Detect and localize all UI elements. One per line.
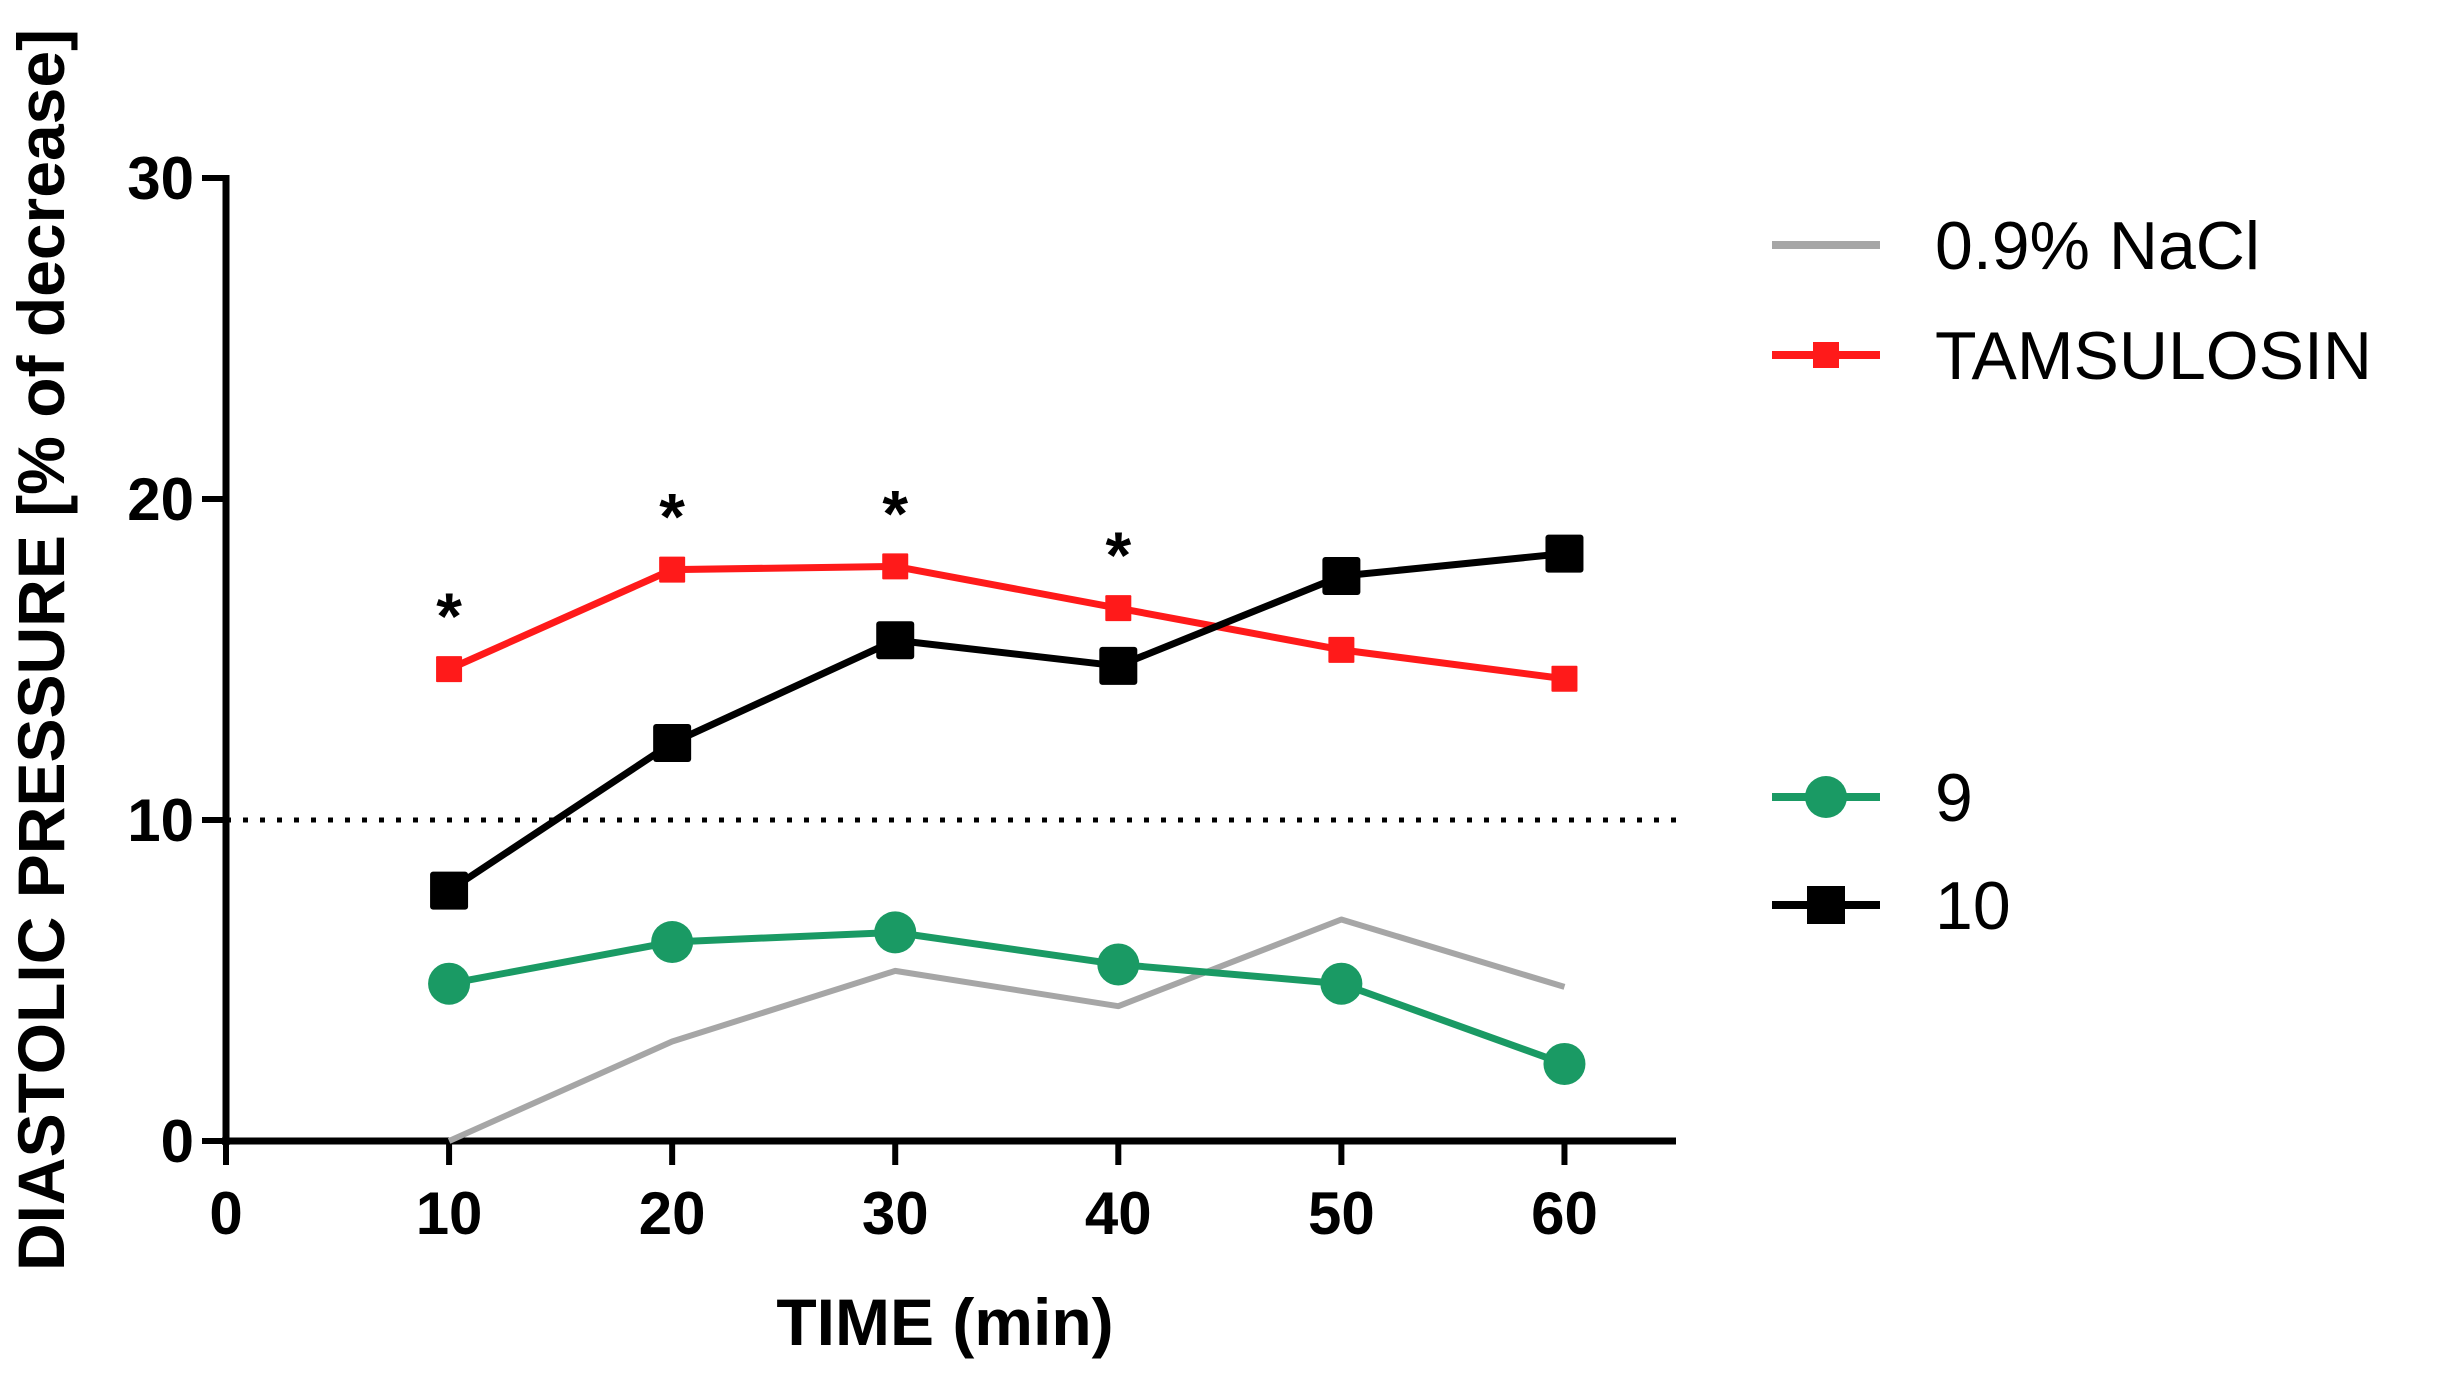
data-point xyxy=(1551,665,1578,692)
y-tick-label: 10 xyxy=(127,787,194,854)
data-point xyxy=(1320,962,1363,1005)
data-point xyxy=(1328,636,1355,663)
data-point xyxy=(1105,595,1132,622)
data-point xyxy=(1097,943,1140,986)
x-tick-label: 30 xyxy=(862,1180,929,1247)
significance-star: * xyxy=(659,480,685,554)
significance-star: * xyxy=(436,579,462,653)
significance-star: * xyxy=(882,476,908,550)
data-point xyxy=(659,556,686,583)
series-0 xyxy=(447,916,1566,1144)
annotations: * * * * xyxy=(436,476,1131,653)
series-line xyxy=(447,550,1565,894)
series-line xyxy=(447,562,1565,683)
data-point xyxy=(651,920,694,963)
data-point xyxy=(428,962,471,1005)
series-1 xyxy=(436,553,1578,692)
legend-item: 9 xyxy=(1772,760,1973,836)
x-tick-label: 20 xyxy=(639,1180,706,1247)
series-line xyxy=(448,928,1566,1068)
axes: TIME (min) DIASTOLIC PRESSURE [% of decr… xyxy=(4,29,1676,1359)
x-tick-label: 0 xyxy=(209,1180,242,1247)
legend-label: 10 xyxy=(1935,868,2011,944)
x-tick-label: 50 xyxy=(1308,1180,1375,1247)
data-point xyxy=(1543,1042,1586,1085)
x-tick-label: 10 xyxy=(416,1180,483,1247)
x-tick-label: 40 xyxy=(1085,1180,1152,1247)
series-layer xyxy=(428,534,1586,1144)
series-line xyxy=(447,916,1566,1144)
data-point xyxy=(876,621,915,660)
data-point xyxy=(882,553,909,580)
data-point xyxy=(653,723,692,762)
legend-item: 10 xyxy=(1772,868,2011,944)
y-tick-label: 20 xyxy=(127,466,194,533)
data-point xyxy=(1545,534,1584,573)
y-tick-label: 30 xyxy=(127,145,194,212)
legend-marker xyxy=(1807,886,1845,924)
series-2 xyxy=(428,911,1586,1085)
legend-item: 0.9% NaCl xyxy=(1772,208,2260,284)
y-axis-title: DIASTOLIC PRESSURE [% of decrease] xyxy=(4,29,78,1271)
legend-item: TAMSULOSIN xyxy=(1772,318,2372,394)
legend-marker xyxy=(1805,776,1847,818)
x-tick-label: 60 xyxy=(1531,1180,1598,1247)
significance-star: * xyxy=(1105,518,1131,592)
x-axis-title: TIME (min) xyxy=(776,1285,1113,1359)
legend-label: 0.9% NaCl xyxy=(1935,208,2260,284)
data-point xyxy=(1322,557,1361,596)
legend-label: TAMSULOSIN xyxy=(1935,318,2372,394)
data-point xyxy=(874,911,917,954)
legend: 0.9% NaCl TAMSULOSIN 9 10 xyxy=(1772,208,2372,944)
series-3 xyxy=(430,534,1584,910)
data-point xyxy=(436,656,463,683)
legend-label: 9 xyxy=(1935,760,1973,836)
y-tick-label: 0 xyxy=(161,1108,194,1175)
data-point xyxy=(1099,646,1138,685)
data-point xyxy=(430,871,469,910)
legend-marker xyxy=(1813,342,1839,368)
